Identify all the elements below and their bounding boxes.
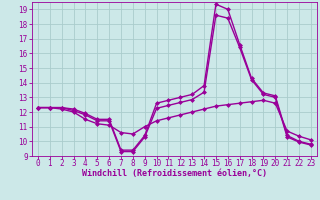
X-axis label: Windchill (Refroidissement éolien,°C): Windchill (Refroidissement éolien,°C) (82, 169, 267, 178)
